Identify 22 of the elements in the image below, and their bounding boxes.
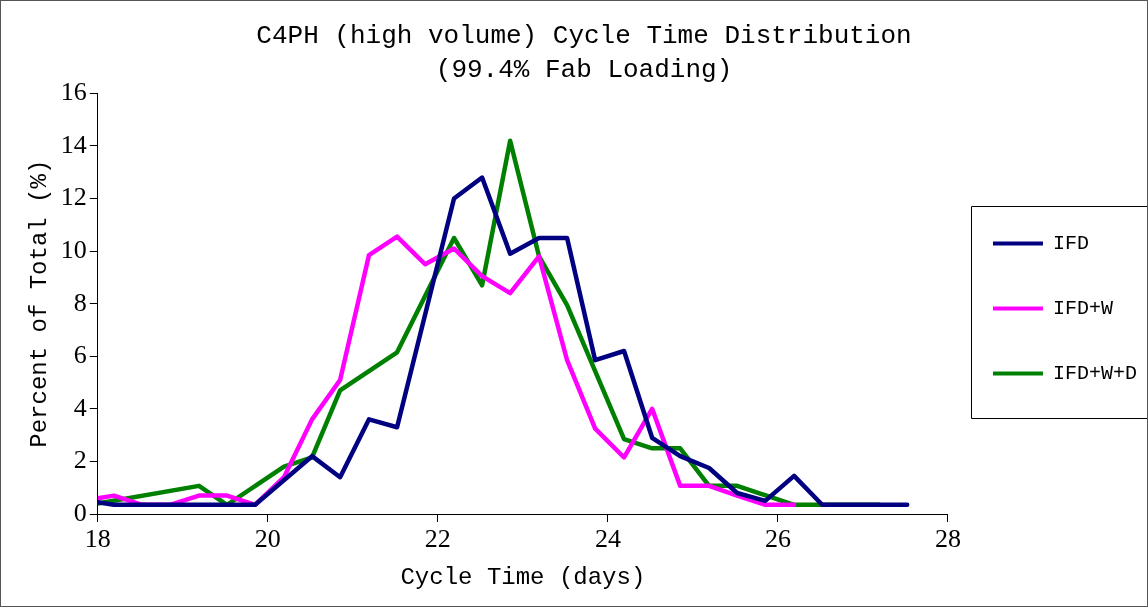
y-tick-label: 16: [60, 77, 87, 107]
x-tick-label: 20: [254, 524, 281, 554]
x-tick-label: 26: [764, 524, 791, 554]
chart-subtitle: (99.4% Fab Loading): [435, 54, 733, 85]
y-tick-label: 4: [73, 392, 87, 422]
y-tick-label: 0: [73, 497, 87, 527]
x-tick-label: 28: [934, 524, 961, 554]
legend-label: IFD: [1052, 231, 1089, 255]
y-tick-label: 8: [73, 287, 87, 317]
y-tick-label: 14: [60, 129, 87, 159]
y-tick-label: 12: [60, 182, 87, 212]
x-tick-label: 24: [594, 524, 621, 554]
chart-title: C4PH (high volume) Cycle Time Distribution: [256, 21, 912, 52]
legend-label: IFD+W+D: [1052, 361, 1137, 385]
x-tick-label: 18: [84, 524, 111, 554]
y-tick-label: 2: [73, 445, 87, 475]
y-axis-title: Percent of Total (%): [25, 159, 53, 448]
legend-label: IFD+W: [1052, 296, 1113, 320]
y-tick-label: 10: [60, 234, 87, 264]
x-axis-title: Cycle Time (days): [400, 563, 646, 591]
y-tick-label: 6: [73, 340, 87, 370]
x-tick-label: 22: [424, 524, 451, 554]
